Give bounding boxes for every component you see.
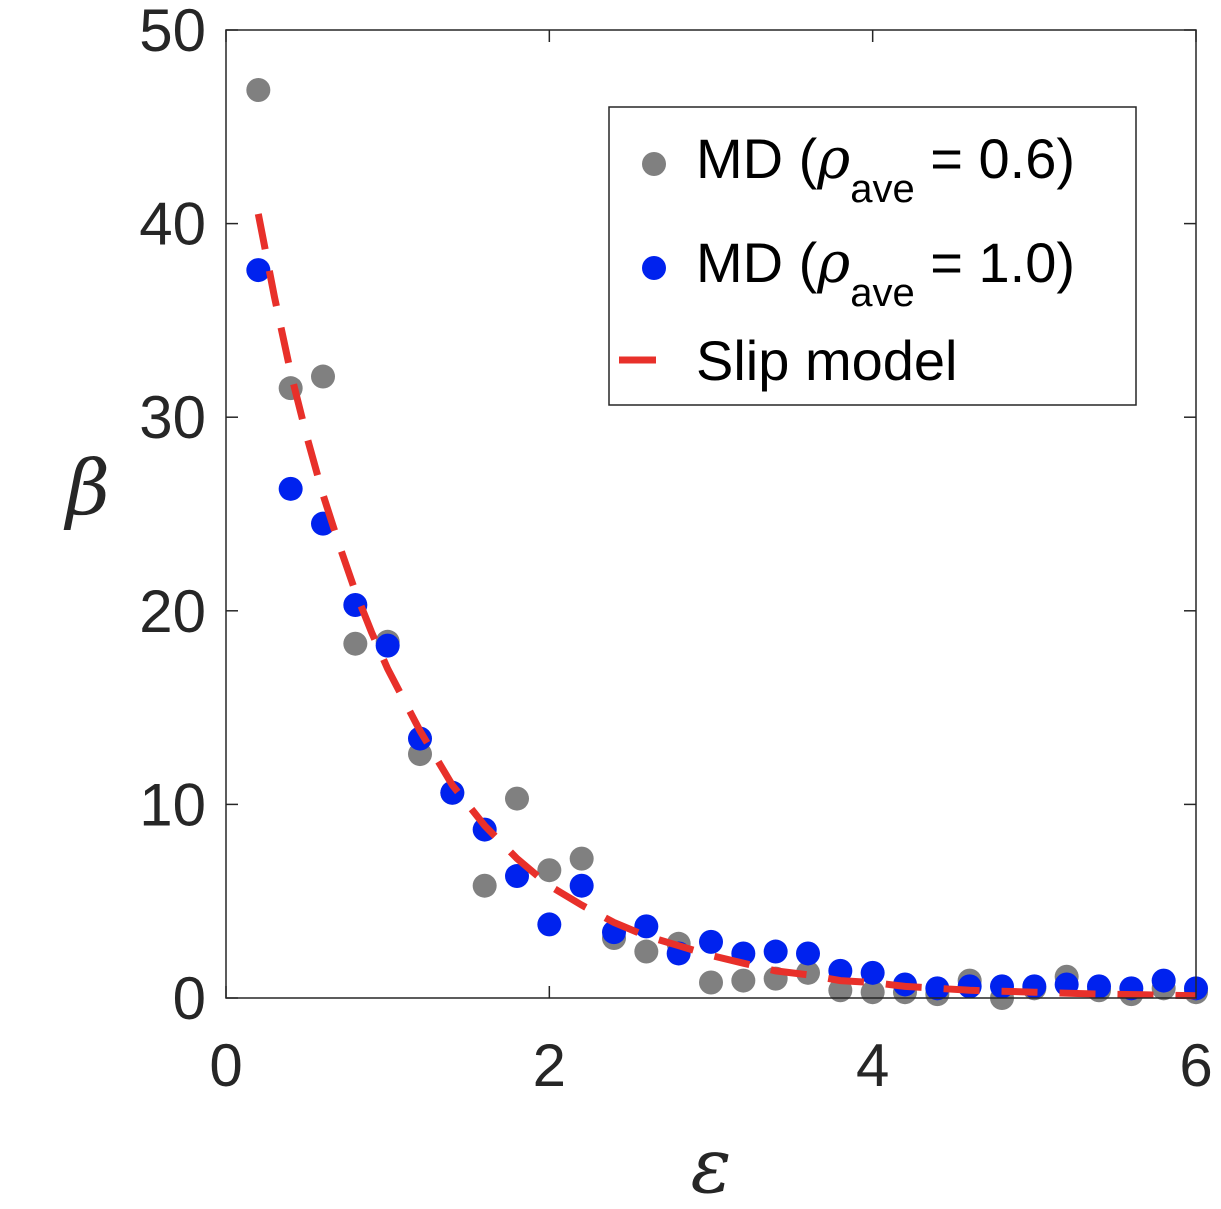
legend-box [608, 106, 1137, 406]
data-point [731, 968, 756, 993]
data-point [699, 970, 723, 995]
data-point [440, 780, 465, 805]
y-tick-label: 20 [139, 578, 206, 645]
x-tick-label: 0 [209, 1032, 242, 1099]
series-line [254, 213, 1197, 1000]
legend-marker [642, 152, 666, 176]
legend-label: Slip model [696, 329, 957, 392]
data-point [246, 258, 271, 283]
data-point [472, 873, 497, 898]
data-point [408, 726, 432, 751]
x-tick-label: 4 [856, 1032, 889, 1099]
data-point [505, 786, 529, 811]
data-point [375, 633, 400, 658]
tick-labels: 0 2 4 6 0 10 20 30 40 50 [139, 0, 1212, 1099]
data-point [763, 939, 788, 964]
y-tick-label: 30 [139, 384, 206, 451]
x-tick-label: 6 [1179, 1032, 1212, 1099]
x-tick-label: 2 [533, 1032, 566, 1099]
data-point [311, 364, 335, 389]
data-layer [246, 78, 1208, 1010]
data-point [278, 476, 303, 501]
legend-label: MD (ρave = 0.6) [696, 127, 1075, 211]
data-point [634, 914, 659, 939]
data-point [569, 873, 594, 898]
data-point [699, 929, 723, 954]
data-point [505, 864, 529, 889]
data-point [1151, 968, 1176, 993]
data-point [925, 976, 950, 1001]
y-axis-label: β [63, 443, 110, 532]
y-tick-label: 40 [139, 191, 206, 258]
legend-marker [642, 256, 666, 280]
data-point [569, 846, 594, 871]
data-point [537, 858, 562, 883]
y-tick-label: 10 [139, 771, 206, 838]
data-point [860, 960, 885, 985]
legend-label: MD (ρave = 1.0) [696, 231, 1075, 315]
x-axis-label: ε [691, 1121, 732, 1209]
data-point [796, 941, 820, 966]
y-tick-label: 50 [139, 0, 206, 64]
data-point [246, 78, 271, 103]
y-tick-label: 0 [173, 965, 206, 1032]
data-point [343, 631, 368, 656]
data-point [634, 939, 659, 964]
data-point [796, 960, 820, 985]
legend: MD (ρave = 0.6) MD (ρave = 1.0) Slip model [608, 106, 1137, 406]
axes-frame [225, 29, 1197, 999]
data-point [537, 912, 562, 937]
